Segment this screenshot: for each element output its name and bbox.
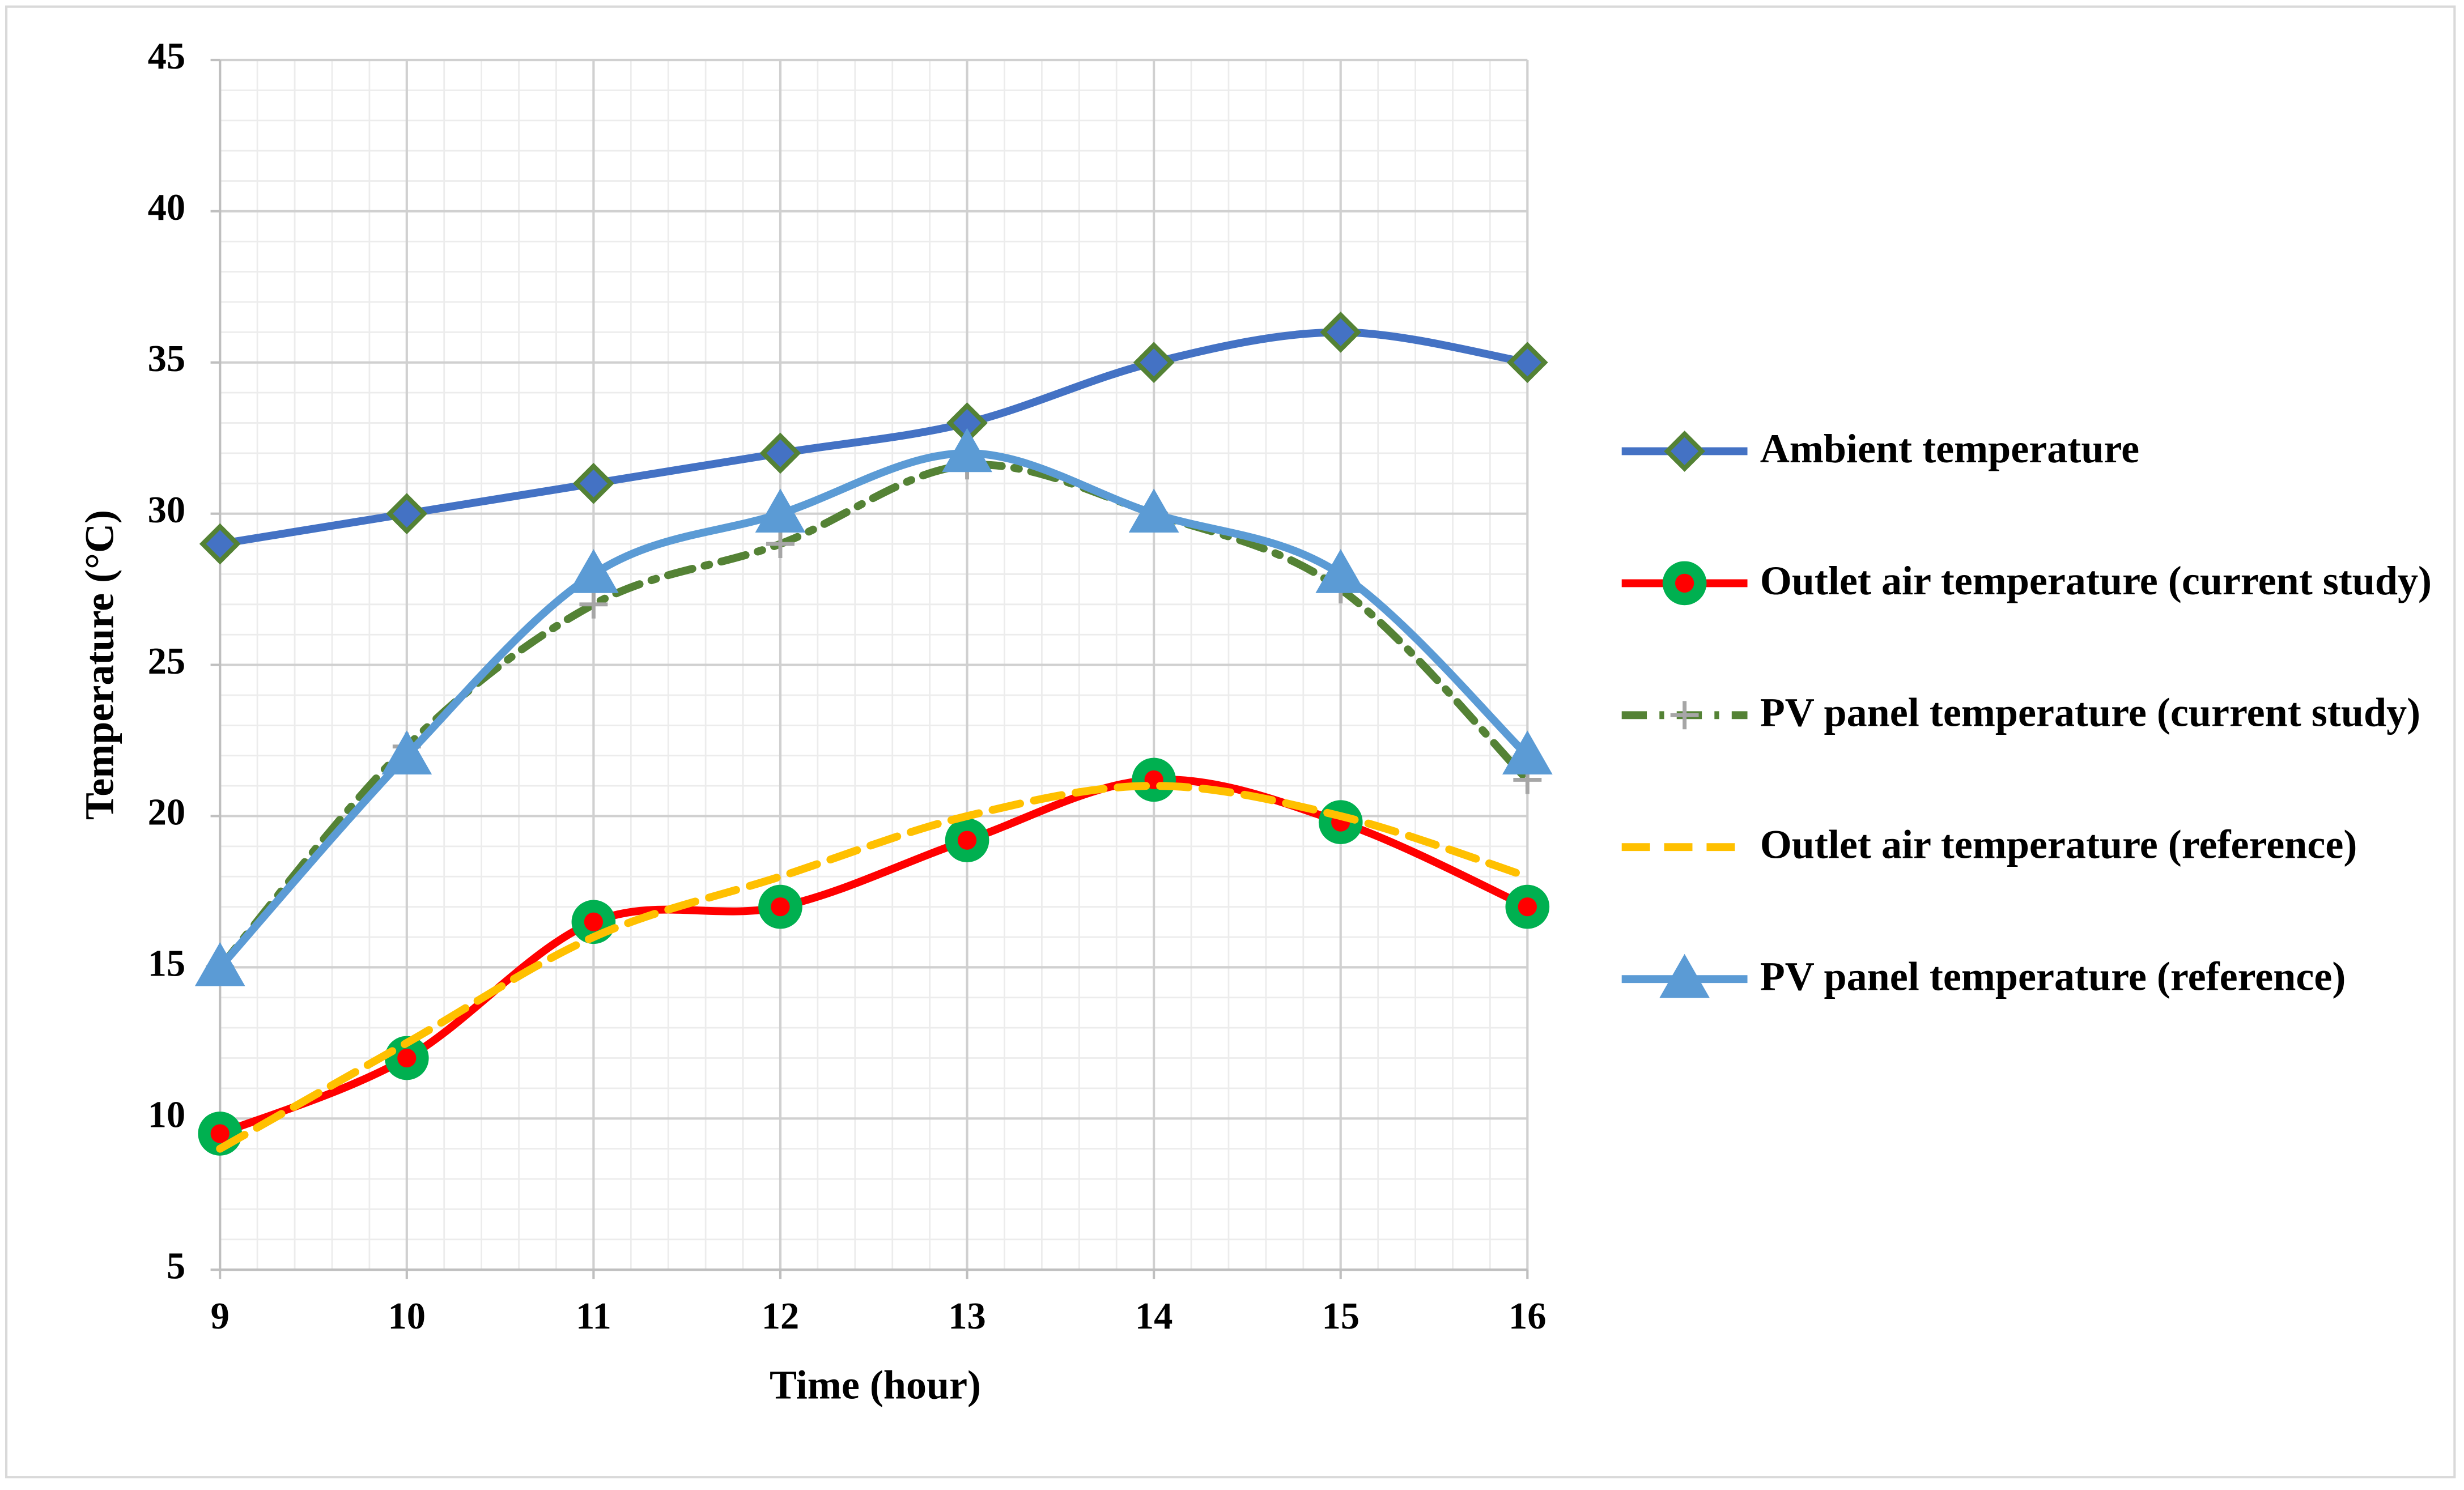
series-line xyxy=(216,328,1532,548)
x-tick-label: 10 xyxy=(388,1296,426,1337)
x-tick-label: 12 xyxy=(762,1296,800,1337)
marker-dot xyxy=(584,912,604,931)
x-tick-label: 16 xyxy=(1509,1296,1547,1337)
y-tick-label: 25 xyxy=(148,641,186,682)
marker xyxy=(568,549,619,593)
legend-item: Ambient temperature xyxy=(1760,426,2140,472)
legend-item: Outlet air temperature (reference) xyxy=(1760,821,2357,868)
marker xyxy=(1133,342,1175,384)
legend-item: PV panel temperature (current study) xyxy=(1760,689,2421,736)
marker xyxy=(766,530,795,559)
marker xyxy=(1315,549,1366,593)
y-tick-label: 10 xyxy=(148,1095,186,1136)
marker xyxy=(759,432,801,474)
marker xyxy=(1128,488,1179,533)
marker xyxy=(194,942,245,986)
marker xyxy=(1664,431,1705,472)
legend-label: PV panel temperature (reference) xyxy=(1760,953,2346,1000)
marker xyxy=(199,523,241,565)
marker xyxy=(573,462,614,504)
marker xyxy=(758,884,802,929)
marker xyxy=(755,488,806,533)
marker xyxy=(1505,884,1550,929)
marker xyxy=(1662,561,1707,606)
x-tick-label: 11 xyxy=(576,1296,611,1337)
marker xyxy=(1320,312,1362,353)
marker xyxy=(384,1036,429,1080)
x-tick-label: 13 xyxy=(948,1296,986,1337)
marker-dot xyxy=(397,1048,417,1068)
marker xyxy=(381,730,432,774)
y-tick-label: 40 xyxy=(148,187,186,228)
legend-label: PV panel temperature (current study) xyxy=(1760,689,2421,736)
marker xyxy=(386,493,428,535)
x-tick-label: 15 xyxy=(1322,1296,1360,1337)
y-tick-label: 20 xyxy=(148,792,186,833)
y-tick-label: 15 xyxy=(148,943,186,985)
marker-dot xyxy=(210,1124,230,1143)
marker xyxy=(579,590,608,619)
legend-item: Outlet air temperature (current study) xyxy=(1760,558,2432,604)
marker-dot xyxy=(771,897,790,917)
marker xyxy=(1670,701,1699,730)
marker xyxy=(1502,730,1553,774)
y-tick-label: 35 xyxy=(148,338,186,380)
marker-dot xyxy=(1518,897,1537,917)
marker xyxy=(1132,757,1176,802)
legend-label: Outlet air temperature (reference) xyxy=(1760,821,2357,868)
y-tick-label: 30 xyxy=(148,489,186,531)
legend-label: Outlet air temperature (current study) xyxy=(1760,558,2432,604)
y-tick-label: 5 xyxy=(167,1245,185,1287)
x-tick-label: 9 xyxy=(211,1296,230,1337)
y-tick-label: 45 xyxy=(148,36,186,77)
y-axis-title: Temperature (°C) xyxy=(77,510,122,820)
marker xyxy=(1659,953,1710,998)
x-tick-label: 14 xyxy=(1135,1296,1173,1337)
marker-dot xyxy=(1675,573,1694,593)
series-line xyxy=(216,782,1532,1153)
marker xyxy=(942,428,992,472)
marker-dot xyxy=(957,831,977,850)
legend-item: PV panel temperature (reference) xyxy=(1760,953,2346,1000)
x-axis-title: Time (hour) xyxy=(770,1362,981,1407)
legend-label: Ambient temperature xyxy=(1760,426,2140,472)
marker xyxy=(945,818,989,863)
marker xyxy=(1506,342,1548,384)
